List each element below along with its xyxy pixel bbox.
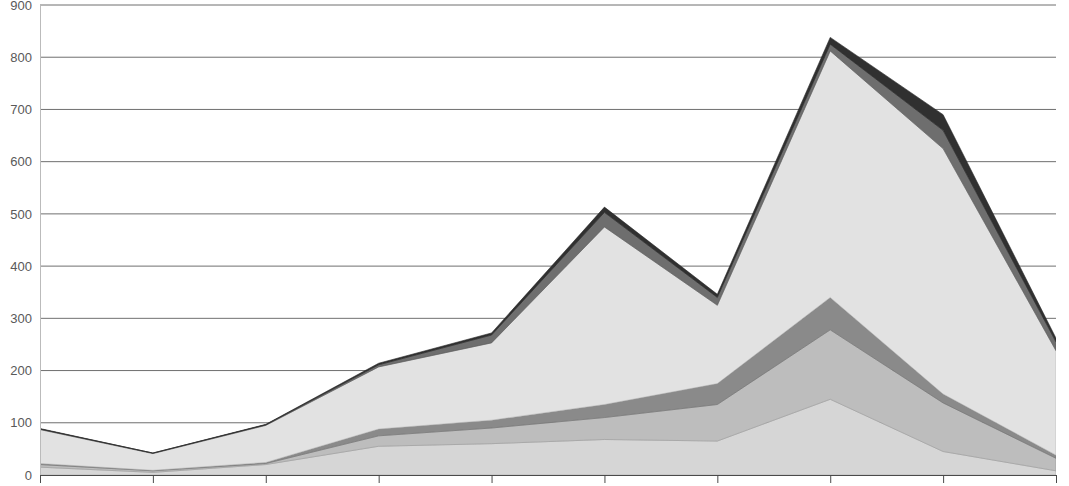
x-tick-mark bbox=[943, 475, 944, 483]
y-tick: 400 bbox=[10, 259, 40, 274]
y-tick-label: 300 bbox=[10, 311, 32, 326]
x-tick-mark bbox=[40, 475, 41, 483]
x-tick-mark bbox=[830, 475, 831, 483]
y-axis-line bbox=[40, 6, 41, 476]
x-tick-mark bbox=[604, 475, 605, 483]
y-tick-label: 700 bbox=[10, 102, 32, 117]
x-tick-mark bbox=[266, 475, 267, 483]
grid-line bbox=[40, 5, 1056, 6]
areas bbox=[40, 37, 1056, 475]
y-tick-label: 400 bbox=[10, 259, 32, 274]
x-tick bbox=[1056, 475, 1057, 483]
x-axis-line bbox=[41, 475, 1057, 476]
x-tick bbox=[379, 475, 380, 483]
y-tick: 900 bbox=[10, 0, 40, 13]
x-tick-mark bbox=[153, 475, 154, 483]
x-tick bbox=[266, 475, 267, 483]
x-tick bbox=[943, 475, 944, 483]
x-axis bbox=[41, 475, 1057, 483]
y-axis: 0 100 200 300 400 500 600 700 800 900 bbox=[10, 0, 40, 483]
y-tick-label: 900 bbox=[10, 0, 32, 13]
x-tick bbox=[830, 475, 831, 483]
y-tick: 100 bbox=[10, 415, 40, 430]
x-tick bbox=[492, 475, 493, 483]
x-tick bbox=[717, 475, 718, 483]
plot: 0 100 200 300 400 500 600 700 800 900 bbox=[10, 0, 1056, 483]
y-tick: 600 bbox=[10, 154, 40, 169]
y-tick: 800 bbox=[10, 50, 40, 65]
y-tick-label: 800 bbox=[10, 50, 32, 65]
x-tick bbox=[40, 475, 41, 483]
chart: 0 100 200 300 400 500 600 700 800 900 bbox=[0, 0, 1069, 486]
y-tick: 300 bbox=[10, 311, 40, 326]
grid-line bbox=[40, 57, 1056, 58]
x-tick-mark bbox=[379, 475, 380, 483]
x-tick-mark bbox=[1056, 475, 1057, 483]
y-tick-label: 100 bbox=[10, 415, 32, 430]
x-tick-mark bbox=[717, 475, 718, 483]
x-tick-mark bbox=[492, 475, 493, 483]
y-tick: 0 bbox=[25, 468, 40, 483]
y-tick-label: 0 bbox=[25, 468, 32, 483]
y-tick: 200 bbox=[10, 363, 40, 378]
y-tick: 500 bbox=[10, 207, 40, 222]
grid bbox=[40, 5, 1056, 475]
y-tick: 700 bbox=[10, 102, 40, 117]
y-tick-label: 600 bbox=[10, 154, 32, 169]
x-tick bbox=[604, 475, 605, 483]
area-layer bbox=[40, 37, 1056, 453]
y-tick-label: 500 bbox=[10, 207, 32, 222]
y-tick-label: 200 bbox=[10, 363, 32, 378]
area-layer bbox=[40, 44, 1056, 453]
x-tick bbox=[153, 475, 154, 483]
